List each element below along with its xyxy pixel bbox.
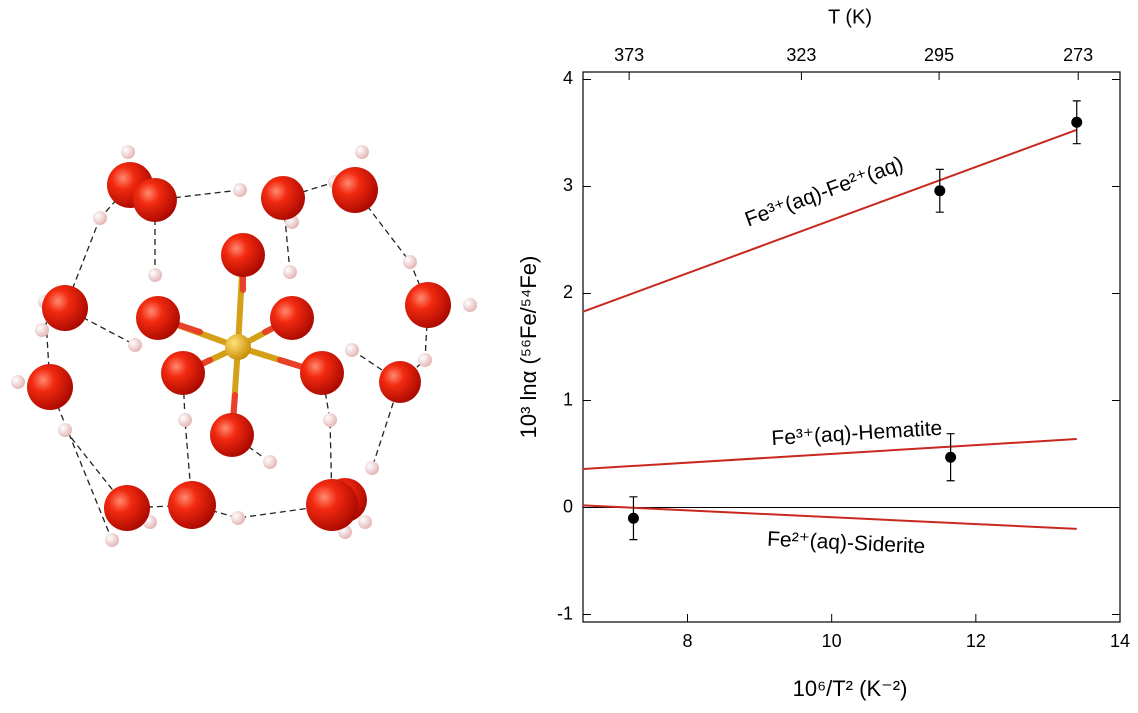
x-tick-label: 14 xyxy=(1110,631,1130,651)
data-point xyxy=(934,185,946,197)
y-tick-label: 3 xyxy=(563,175,573,195)
data-point xyxy=(945,451,957,463)
x-axis-title: 10⁶/T² (K⁻²) xyxy=(793,676,908,701)
x2-tick-label: 323 xyxy=(786,45,816,65)
y-tick-label: 0 xyxy=(563,496,573,516)
line-label: Fe²⁺(aq)-Siderite xyxy=(767,528,926,559)
x2-tick-label: 373 xyxy=(614,45,644,65)
y-tick-label: 4 xyxy=(563,68,573,88)
line-label: Fe³⁺(aq)-Hematite xyxy=(771,417,943,450)
x-tick-label: 8 xyxy=(683,631,693,651)
data-point xyxy=(627,512,639,524)
y-tick-label: 1 xyxy=(563,389,573,409)
y-axis-title: 10³ lnα (⁵⁶Fe/⁵⁴Fe) xyxy=(516,256,541,439)
line-label: Fe³⁺(aq)-Fe²⁺(aq) xyxy=(742,152,907,231)
fit-line xyxy=(582,504,1077,530)
molecule-illustration xyxy=(11,145,477,547)
y-tick-label: -1 xyxy=(557,603,573,623)
x2-tick-label: 295 xyxy=(924,45,954,65)
top-axis-title: T (K) xyxy=(828,6,872,28)
y-tick-label: 2 xyxy=(563,282,573,302)
data-point xyxy=(1071,116,1083,128)
plot-frame xyxy=(582,71,1121,623)
x-tick-label: 10 xyxy=(822,631,842,651)
x2-tick-label: 273 xyxy=(1063,45,1093,65)
fit-line xyxy=(582,438,1077,470)
fit-line xyxy=(582,128,1078,313)
x-tick-label: 12 xyxy=(966,631,986,651)
